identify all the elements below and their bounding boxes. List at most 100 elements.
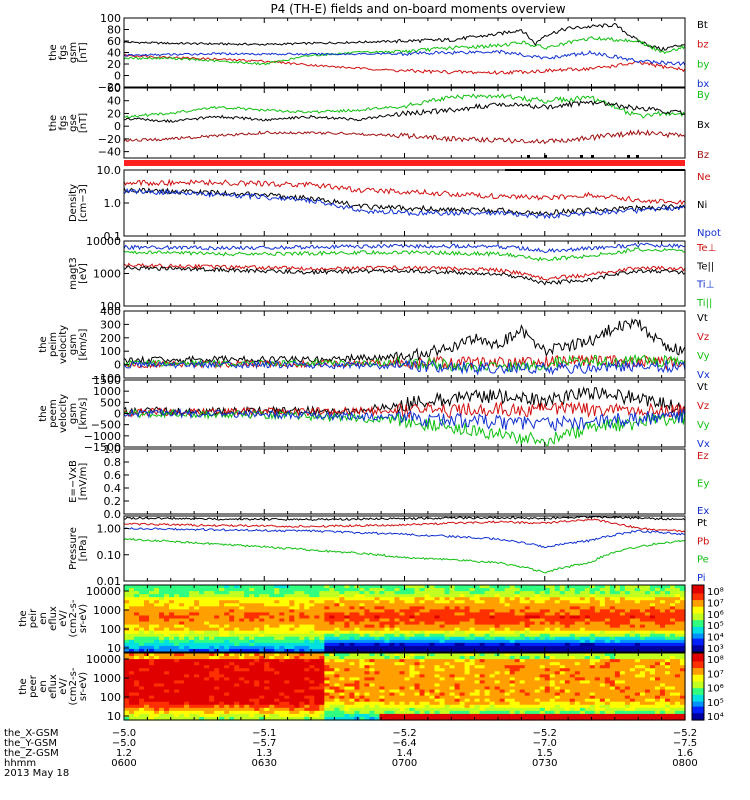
heatmap-cell (504, 600, 511, 604)
ytick-label: −1000 (84, 430, 121, 443)
heatmap-cell (329, 639, 335, 644)
heatmap-cell (164, 624, 170, 629)
heatmap-cell (269, 716, 275, 721)
heatmap-cell (269, 656, 275, 660)
heatmap-cell (664, 597, 671, 601)
heatmap-cell (634, 609, 641, 614)
heatmap-cell (519, 594, 526, 598)
heatmap-cell (374, 603, 381, 607)
heatmap-cell (404, 633, 411, 638)
heatmap-cell (124, 692, 130, 697)
heatmap-cell (479, 591, 486, 595)
heatmap-cell (489, 624, 496, 629)
heatmap-cell (509, 683, 516, 688)
heatmap-cell (459, 642, 466, 647)
heatmap-cell (484, 588, 491, 592)
heatmap-cell (579, 636, 586, 641)
heatmap-cell (399, 618, 406, 623)
heatmap-cell (204, 600, 210, 604)
heatmap-cell (279, 704, 285, 709)
heatmap-cell (529, 636, 536, 641)
heatmap-cell (204, 653, 210, 657)
heatmap-cell (214, 615, 220, 620)
heatmap-cell (254, 627, 260, 632)
heatmap-cell (409, 671, 416, 675)
heatmap-cell (459, 621, 466, 626)
heatmap-cell (244, 698, 250, 703)
heatmap-cell (344, 713, 350, 718)
heatmap-cell (149, 671, 155, 675)
heatmap-cell (249, 627, 255, 632)
heatmap-cell (504, 642, 511, 647)
heatmap-cell (479, 630, 486, 635)
heatmap-cell (289, 716, 295, 721)
heatmap-cell (429, 615, 436, 620)
heatmap-cell (234, 659, 240, 663)
heatmap-cell (429, 686, 436, 691)
heatmap-cell (134, 689, 140, 694)
heatmap-cell (424, 612, 431, 617)
heatmap-cell (599, 618, 606, 623)
heatmap-cell (679, 633, 686, 638)
heatmap-cell (524, 677, 531, 682)
heatmap-cell (404, 585, 411, 589)
heatmap-cell (504, 677, 511, 682)
heatmap-cell (644, 642, 651, 647)
heatmap-cell (229, 606, 235, 610)
heatmap-cell (329, 683, 335, 688)
heatmap-cell (434, 713, 441, 718)
heatmap-cell (474, 648, 481, 653)
heatmap-cell (524, 585, 531, 589)
heatmap-cell (619, 639, 626, 644)
heatmap-cell (154, 677, 160, 682)
heatmap-cell (649, 585, 656, 589)
heatmap-cell (654, 603, 661, 607)
heatmap-cell (129, 627, 135, 632)
heatmap-cell (489, 707, 496, 712)
series-line-by (123, 93, 686, 119)
heatmap-cell (319, 701, 325, 706)
heatmap-cell (264, 630, 270, 635)
heatmap-cell (279, 594, 285, 598)
heatmap-cell (289, 639, 295, 644)
heatmap-cell (214, 707, 220, 712)
heatmap-cell (129, 692, 135, 697)
heatmap-cell (424, 671, 431, 675)
heatmap-cell (369, 683, 376, 688)
heatmap-cell (664, 630, 671, 635)
heatmap-cell (389, 662, 396, 666)
heatmap-cell (449, 645, 456, 650)
heatmap-cell (584, 645, 591, 650)
heatmap-cell (384, 674, 391, 678)
heatmap-cell (649, 588, 656, 592)
heatmap-cell (219, 621, 225, 626)
heatmap-cell (629, 648, 636, 653)
heatmap-cell (249, 612, 255, 617)
heatmap-cell (494, 594, 501, 598)
heatmap-cell (444, 665, 451, 669)
heatmap-cell (484, 704, 491, 709)
heatmap-cell (344, 701, 350, 706)
heatmap-cell (154, 716, 160, 721)
series-line-npot (123, 187, 686, 220)
heatmap-cell (154, 636, 160, 641)
heatmap-cell (299, 615, 305, 620)
heatmap-cell (519, 662, 526, 666)
heatmap-cell (349, 686, 356, 691)
heatmap-cell (389, 597, 396, 601)
heatmap-cell (299, 662, 305, 666)
heatmap-cell (304, 615, 310, 620)
heatmap-cell (554, 615, 561, 620)
heatmap-cell (329, 665, 335, 669)
heatmap-cell (514, 597, 521, 601)
heatmap-cell (249, 591, 255, 595)
heatmap-cell (359, 686, 366, 691)
heatmap-cell (419, 656, 426, 660)
heatmap-cell (479, 695, 486, 700)
heatmap-cell (349, 704, 356, 709)
heatmap-cell (184, 621, 190, 626)
heatmap-cell (264, 621, 270, 626)
heatmap-cell (429, 585, 436, 589)
heatmap-cell (424, 588, 431, 592)
heatmap-cell (169, 686, 175, 691)
